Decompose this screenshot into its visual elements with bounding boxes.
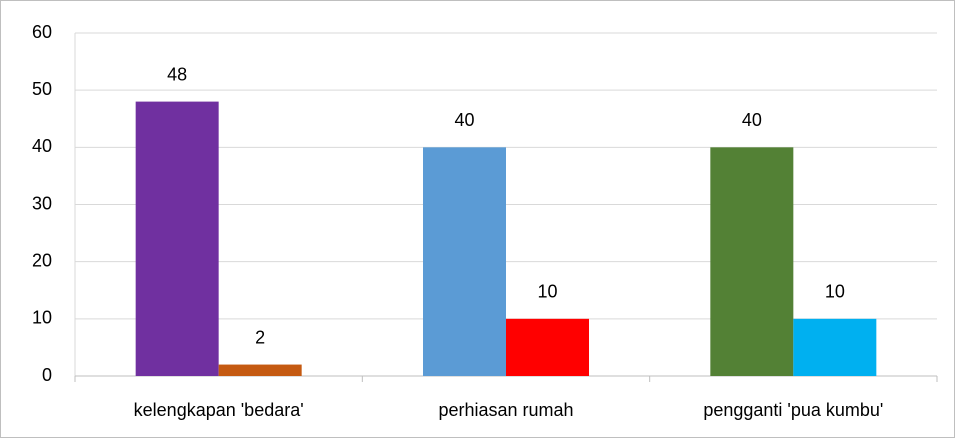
y-tick-label: 40 <box>32 136 52 156</box>
y-tick-label: 10 <box>32 308 52 328</box>
data-label: 40 <box>454 110 474 130</box>
data-label: 48 <box>167 64 187 84</box>
y-tick-label: 20 <box>32 250 52 270</box>
bar <box>710 147 794 376</box>
data-label: 10 <box>537 282 557 302</box>
data-label: 40 <box>742 110 762 130</box>
bar <box>218 364 302 376</box>
y-tick-label: 60 <box>32 22 52 42</box>
bar <box>506 318 589 376</box>
y-tick-label: 50 <box>32 79 52 99</box>
bar <box>793 318 877 376</box>
x-tick-label: perhiasan rumah <box>438 400 573 420</box>
y-tick-label: 30 <box>32 193 52 213</box>
y-tick-label: 0 <box>42 365 52 385</box>
bar <box>135 101 219 376</box>
bar <box>423 147 506 376</box>
x-tick-label: kelengkapan 'bedara' <box>134 400 304 420</box>
data-label: 2 <box>255 327 265 347</box>
x-tick-label: pengganti 'pua kumbu' <box>703 400 883 420</box>
data-label: 10 <box>825 282 845 302</box>
